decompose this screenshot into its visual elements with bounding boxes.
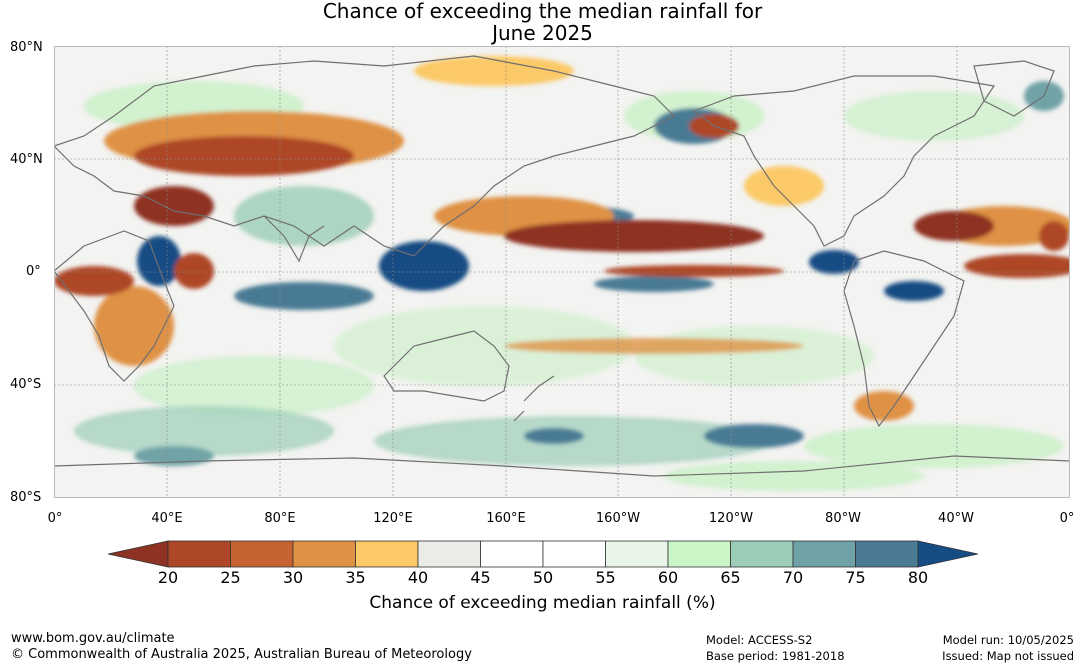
map-title: Chance of exceeding the median rainfall … — [0, 0, 1085, 44]
footer-url: www.bom.gov.au/climate — [11, 631, 175, 646]
coastlines — [54, 55, 1070, 477]
colorbar-cell — [792, 540, 856, 568]
footer-left: www.bom.gov.au/climate © Commonwealth of… — [11, 631, 472, 663]
colorbar-tick-label: 75 — [845, 568, 866, 587]
probability-field — [54, 56, 1070, 491]
colorbar-cell — [230, 540, 294, 568]
lat-label-40n: 40°N — [10, 152, 43, 167]
lon-label-120w: 120°W — [708, 511, 754, 526]
colorbar — [108, 540, 978, 568]
footer-run-info: Model run: 10/05/2025 Issued: Map not is… — [942, 632, 1074, 664]
colorbar-cell — [542, 540, 606, 568]
colorbar-cell — [605, 540, 669, 568]
lon-label-40e: 40°E — [151, 511, 183, 526]
lon-label-40w: 40°W — [938, 511, 974, 526]
colorbar-cell — [417, 540, 481, 568]
footer-issued: Issued: Map not issued — [942, 649, 1074, 663]
lon-label-80e: 80°E — [264, 511, 296, 526]
rainfall-probability-map — [54, 46, 1070, 498]
title-line-2: June 2025 — [492, 21, 593, 45]
lon-label-0-end: 0° — [1059, 511, 1075, 526]
footer-model-run: Model run: 10/05/2025 — [942, 633, 1074, 647]
footer-model: Model: ACCESS-S2 — [706, 633, 813, 647]
colorbar-high-extend — [917, 540, 978, 568]
colorbar-tick-label: 55 — [595, 568, 616, 587]
colorbar-cell — [167, 540, 231, 568]
lon-label-120e: 120°E — [373, 511, 413, 526]
colorbar-tick-label: 50 — [532, 568, 554, 587]
colorbar-cell — [855, 540, 919, 568]
lon-label-160e: 160°E — [486, 511, 526, 526]
colorbar-tick-label: 80 — [907, 568, 929, 587]
colorbar-tick-label: 40 — [407, 568, 429, 587]
colorbar-tick-label: 70 — [782, 568, 804, 587]
footer-model-info: Model: ACCESS-S2 Base period: 1981-2018 — [706, 632, 845, 664]
colorbar-tick-label: 60 — [657, 568, 679, 587]
colorbar-cells — [108, 540, 978, 568]
colorbar-cell — [480, 540, 544, 568]
lon-label-0: 0° — [47, 511, 63, 526]
colorbar-tick-label: 65 — [720, 568, 741, 587]
colorbar-tick-label: 35 — [345, 568, 366, 587]
footer-base-period: Base period: 1981-2018 — [706, 649, 845, 663]
colorbar-tick-label: 25 — [220, 568, 241, 587]
colorbar-cell — [730, 540, 794, 568]
colorbar-tick-label: 30 — [282, 568, 304, 587]
colorbar-cell — [292, 540, 356, 568]
colorbar-label: Chance of exceeding median rainfall (%) — [369, 593, 716, 613]
colorbar-tick-label: 20 — [157, 568, 179, 587]
lat-label-equator: 0° — [26, 264, 41, 279]
colorbar-cell — [355, 540, 419, 568]
lat-label-80s: 80°S — [10, 490, 42, 505]
lon-label-80w: 80°W — [825, 511, 861, 526]
colorbar-low-extend — [108, 540, 169, 568]
lat-label-40s: 40°S — [10, 377, 42, 392]
lat-label-80n: 80°N — [10, 40, 43, 55]
lon-label-160w: 160°W — [595, 511, 641, 526]
title-line-1: Chance of exceeding the median rainfall … — [322, 0, 763, 23]
footer-copyright: © Commonwealth of Australia 2025, Austra… — [11, 647, 472, 662]
graticule — [54, 46, 1070, 498]
colorbar-cell — [667, 540, 731, 568]
colorbar-tick-label: 45 — [470, 568, 491, 587]
map-frame — [54, 46, 1070, 498]
